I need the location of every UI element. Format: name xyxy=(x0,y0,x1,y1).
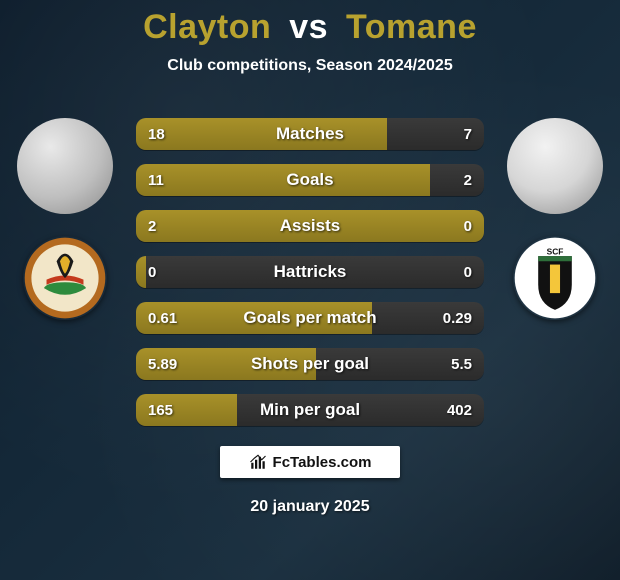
stat-value-right: 5.5 xyxy=(451,356,472,373)
stat-row: Min per goal165402 xyxy=(136,394,484,426)
right-side: SCF xyxy=(490,110,620,320)
stat-value-right: 402 xyxy=(447,402,472,419)
player1-club-crest xyxy=(23,236,107,320)
stat-value-left: 2 xyxy=(148,218,156,235)
stat-value-left: 18 xyxy=(148,126,165,143)
stat-value-left: 165 xyxy=(148,402,173,419)
stat-row: Goals112 xyxy=(136,164,484,196)
player2-name: Tomane xyxy=(346,8,477,46)
stat-bar-left xyxy=(136,210,484,242)
subtitle: Club competitions, Season 2024/2025 xyxy=(0,57,620,75)
comparison-card: Clayton vs Tomane Club competitions, Sea… xyxy=(0,0,620,580)
stat-bar-left xyxy=(136,164,430,196)
stat-row: Shots per goal5.895.5 xyxy=(136,348,484,380)
stat-value-right: 0 xyxy=(464,264,472,281)
stat-value-left: 0.61 xyxy=(148,310,177,327)
stat-bar-left xyxy=(136,118,387,150)
stat-row: Assists20 xyxy=(136,210,484,242)
player2-avatar xyxy=(507,118,603,214)
stats-column: Matches187Goals112Assists20Hattricks00Go… xyxy=(130,110,490,426)
stat-row: Matches187 xyxy=(136,118,484,150)
date-label: 20 january 2025 xyxy=(0,498,620,516)
svg-text:SCF: SCF xyxy=(547,246,564,256)
columns: Matches187Goals112Assists20Hattricks00Go… xyxy=(0,110,620,426)
stat-value-left: 5.89 xyxy=(148,356,177,373)
vs-label: vs xyxy=(289,8,328,46)
stat-value-right: 2 xyxy=(464,172,472,189)
stat-row: Hattricks0 0 xyxy=(136,256,484,288)
chart-icon xyxy=(249,453,267,471)
player1-avatar xyxy=(17,118,113,214)
left-side xyxy=(0,110,130,320)
player1-name: Clayton xyxy=(143,8,271,46)
brand-badge: FcTables.com xyxy=(220,446,400,478)
rio-ave-crest-icon xyxy=(23,236,107,320)
stat-label: Hattricks xyxy=(136,262,484,282)
stat-value-right: 0.29 xyxy=(443,310,472,327)
stat-bar-left xyxy=(136,256,146,288)
farense-crest-icon: SCF xyxy=(513,236,597,320)
stat-value-right: 0 xyxy=(464,218,472,235)
stat-row: Goals per match0.610.29 xyxy=(136,302,484,334)
stat-value-left: 11 xyxy=(148,172,164,189)
stat-value-left: 0 xyxy=(148,264,156,281)
player2-club-crest: SCF xyxy=(513,236,597,320)
title-row: Clayton vs Tomane xyxy=(0,0,620,47)
brand-text: FcTables.com xyxy=(273,454,372,471)
stat-value-right: 7 xyxy=(464,126,472,143)
